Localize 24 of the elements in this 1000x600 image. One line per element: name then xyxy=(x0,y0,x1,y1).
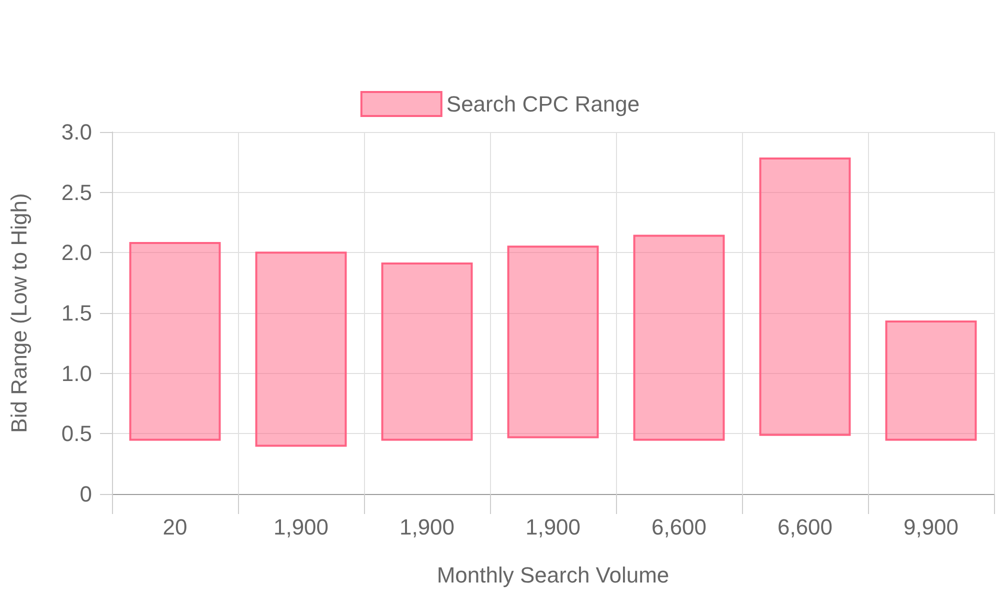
bar xyxy=(255,252,347,447)
bar xyxy=(129,242,221,441)
y-tick-label: 3.0 xyxy=(61,120,92,144)
x-tick-label: 1,900 xyxy=(525,514,581,540)
y-tick-label: 2.5 xyxy=(61,180,92,205)
legend-label: Search CPC Range xyxy=(446,92,640,116)
bar xyxy=(885,320,977,441)
y-tick-label: 0.5 xyxy=(61,421,92,446)
bar xyxy=(633,234,725,441)
bar xyxy=(507,246,599,438)
bar xyxy=(381,262,473,441)
x-tick-label: 6,600 xyxy=(651,514,707,540)
x-tick-label: 6,600 xyxy=(777,514,833,540)
bar xyxy=(759,158,851,436)
y-axis-title: Bid Range (Low to High) xyxy=(6,193,32,433)
y-tick-label: 0 xyxy=(80,482,92,506)
y-tick-label: 1.5 xyxy=(61,300,92,326)
x-axis-title: Monthly Search Volume xyxy=(436,562,670,588)
x-tick-label: 9,900 xyxy=(903,514,959,540)
x-tick-label: 20 xyxy=(162,514,188,540)
x-tick-label: 1,900 xyxy=(399,514,455,540)
y-tick-label: 1.0 xyxy=(61,360,92,386)
x-tick-label: 1,900 xyxy=(273,514,329,540)
y-tick-label: 2.0 xyxy=(61,240,92,266)
